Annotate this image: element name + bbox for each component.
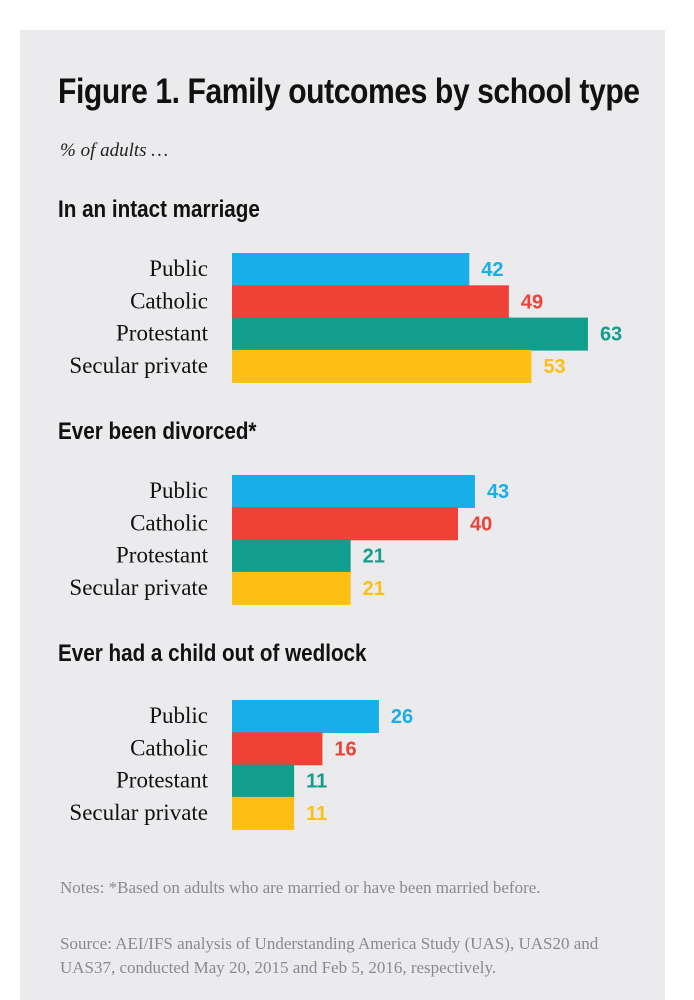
category-label-catholic: Catholic: [130, 510, 208, 535]
category-label-secular-private: Secular private: [69, 353, 208, 378]
category-label-catholic: Catholic: [130, 735, 208, 760]
category-label-public: Public: [149, 256, 208, 281]
value-label-secular-private: 21: [363, 578, 385, 600]
value-label-public: 42: [481, 259, 503, 281]
bar-protestant: [232, 539, 351, 573]
figure-title: Figure 1. Family outcomes by school type: [58, 72, 640, 111]
source-text: Source: AEI/IFS analysis of Understandin…: [60, 934, 599, 977]
bar-protestant: [232, 764, 295, 798]
category-label-catholic: Catholic: [130, 288, 208, 313]
category-label-secular-private: Secular private: [69, 575, 208, 600]
value-label-catholic: 49: [521, 291, 543, 313]
bar-public: [232, 700, 379, 733]
value-label-protestant: 21: [363, 546, 385, 568]
notes-text: Notes: *Based on adults who are married …: [60, 878, 541, 897]
bar-secular-private: [232, 796, 295, 830]
bar-protestant: [232, 317, 588, 351]
value-label-secular-private: 53: [543, 356, 565, 378]
section-title-intact-marriage: In an intact marriage: [58, 196, 260, 223]
value-label-catholic: 16: [334, 738, 356, 760]
bar-public: [232, 253, 470, 286]
value-label-secular-private: 11: [306, 803, 327, 825]
category-label-public: Public: [149, 703, 208, 728]
category-label-protestant: Protestant: [116, 321, 209, 346]
bar-catholic: [232, 732, 323, 766]
section-title-child-out-of-wedlock: Ever had a child out of wedlock: [58, 640, 367, 667]
category-label-protestant: Protestant: [116, 543, 209, 568]
bar-group-in-an-intact-marriage: Public 42 Catholic 49 Protestant 63 Secular pr…: [69, 253, 622, 383]
bar-secular-private: [232, 349, 532, 383]
bar-secular-private: [232, 571, 351, 605]
value-label-public: 26: [391, 706, 413, 728]
value-label-public: 43: [487, 481, 509, 503]
section-title-divorced: Ever been divorced*: [58, 418, 257, 445]
value-label-protestant: 63: [600, 324, 622, 346]
figure-subtitle: % of adults …: [60, 140, 169, 161]
category-label-public: Public: [149, 478, 208, 503]
bar-group-ever-had-a-child-out-of-wedlock: Public 26 Catholic 16 Protestant 11 Secular pr…: [69, 700, 413, 830]
value-label-catholic: 40: [470, 513, 492, 535]
category-label-protestant: Protestant: [116, 768, 209, 793]
bar-catholic: [232, 285, 509, 319]
category-label-secular-private: Secular private: [69, 800, 208, 825]
bar-catholic: [232, 507, 458, 541]
bar-public: [232, 475, 475, 508]
bar-group-ever-been-divorced: Public 43 Catholic 40 Protestant 21 Secular pr…: [69, 475, 509, 605]
value-label-protestant: 11: [306, 771, 327, 793]
